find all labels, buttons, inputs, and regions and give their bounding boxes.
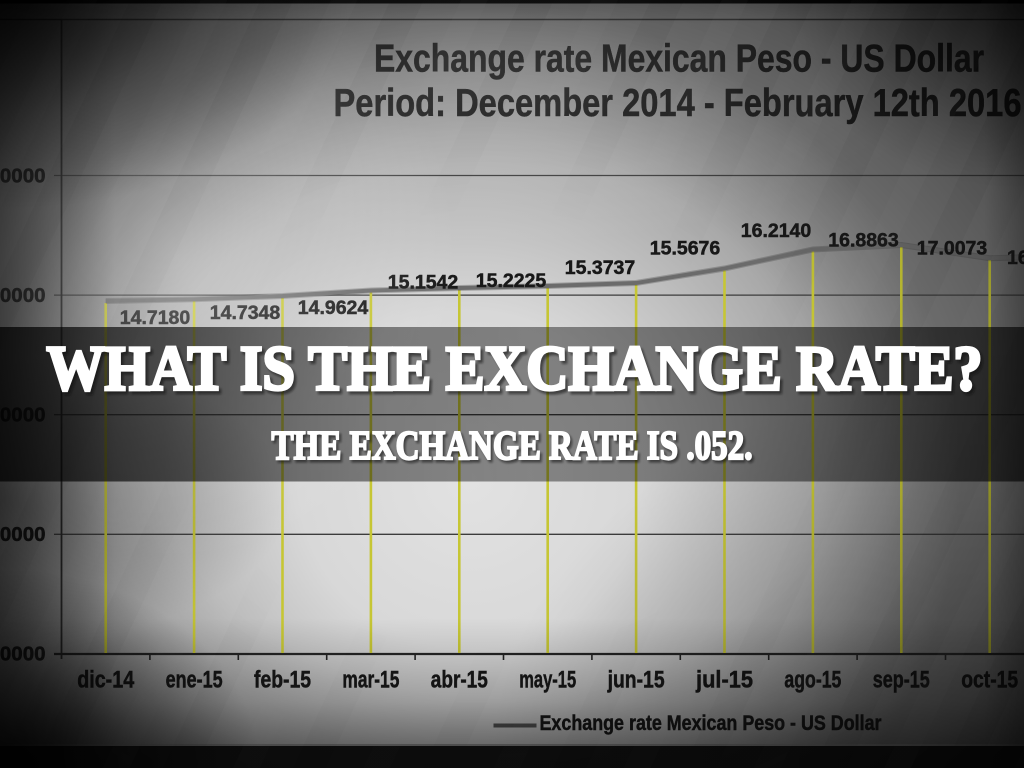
- svg-text:WHAT IS THE EXCHANGE RATE?: WHAT IS THE EXCHANGE RATE?: [47, 333, 983, 404]
- svg-text:THE EXCHANGE RATE IS .052.: THE EXCHANGE RATE IS .052.: [274, 425, 755, 471]
- svg-text:THE EXCHANGE RATE IS .052.: THE EXCHANGE RATE IS .052.: [272, 422, 753, 468]
- svg-text:WHAT IS THE EXCHANGE RATE?: WHAT IS THE EXCHANGE RATE?: [49, 336, 985, 407]
